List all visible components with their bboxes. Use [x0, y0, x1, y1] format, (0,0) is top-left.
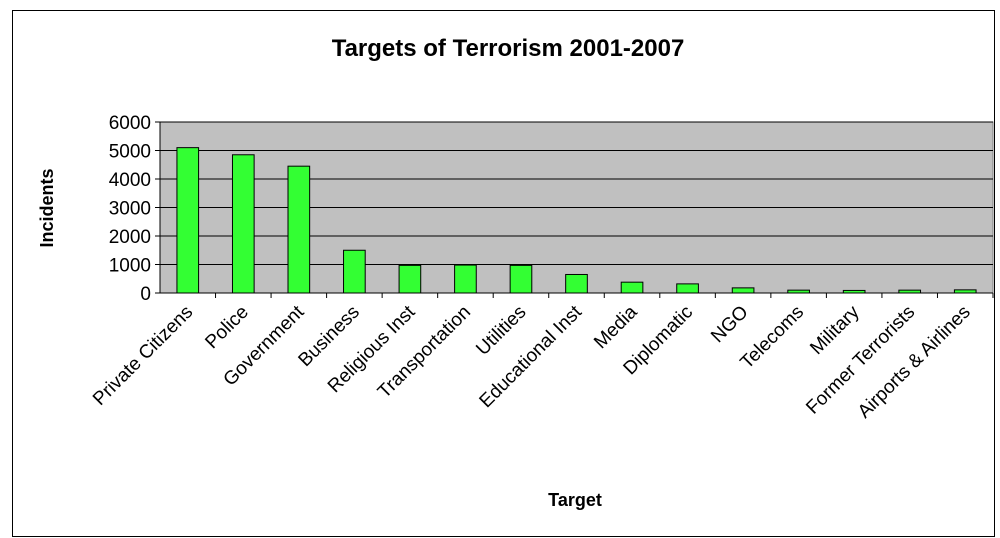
y-tick-label: 4000 [109, 170, 151, 191]
bar [509, 264, 533, 294]
y-axis-label: Incidents [37, 168, 57, 247]
y-tick-label: 2000 [109, 227, 151, 248]
bar [231, 154, 255, 294]
bar [398, 264, 422, 294]
y-tick-label: 3000 [109, 199, 151, 220]
bar [731, 287, 755, 294]
bar [565, 273, 588, 294]
bar [287, 165, 311, 294]
x-tick-label: Police [201, 302, 252, 353]
bars [176, 147, 977, 294]
y-tick-labels: 0 1000 2000 3000 4000 5000 6000 [109, 113, 151, 305]
x-tick-label: NGO [707, 302, 752, 347]
y-tick-label: 5000 [109, 142, 151, 163]
bar [620, 281, 644, 294]
y-tick-label: 0 [140, 284, 151, 305]
x-axis-label: Target [548, 490, 602, 510]
x-tick-label: Private Citizens [89, 302, 197, 410]
chart-title: Targets of Terrorism 2001-2007 [332, 35, 685, 62]
y-tick-label: 1000 [109, 256, 151, 277]
axes [155, 121, 994, 298]
bar [676, 283, 699, 294]
x-tick-label: Educational Inst [476, 301, 587, 412]
x-tick-labels: Private Citizens PoliceGovernmentBusiness… [89, 301, 975, 422]
y-tick-label: 6000 [109, 113, 151, 134]
bar [176, 147, 200, 294]
x-tick-label: Media [590, 301, 642, 353]
bar [343, 249, 366, 294]
bar [454, 264, 477, 294]
